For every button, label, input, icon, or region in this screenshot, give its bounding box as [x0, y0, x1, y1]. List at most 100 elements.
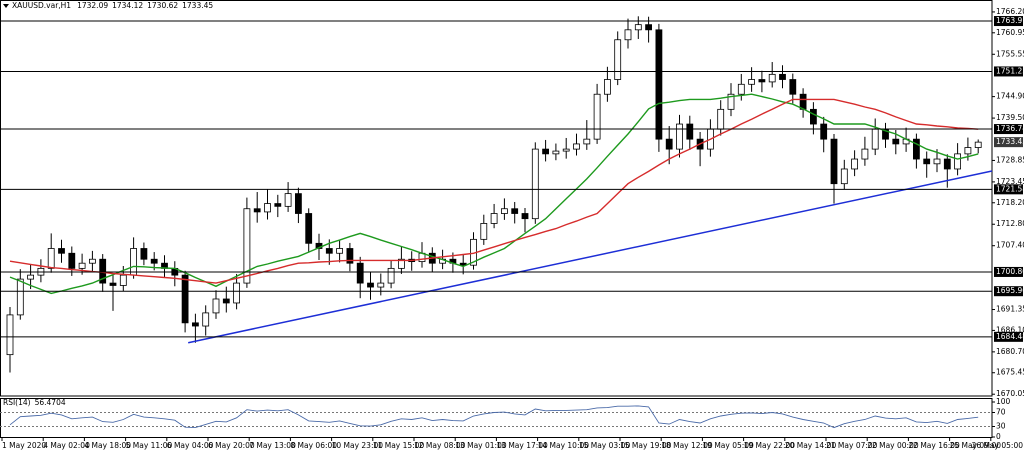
x-tick-label: 20 May 14:00 [785, 441, 837, 450]
level-label-box [994, 16, 1023, 27]
rsi-line [9, 405, 979, 429]
candle-body [202, 312, 210, 327]
x-tick-label: 6 May 20:00 [208, 441, 255, 450]
level-label-box [994, 66, 1023, 77]
level-label: 1763.91 [996, 16, 1024, 25]
y-tick-label: 1670.05 [996, 389, 1024, 398]
candle-body [737, 83, 745, 95]
moving-average-line [9, 93, 979, 295]
candle-body [892, 138, 900, 145]
current-price-label: 1733.45 [996, 137, 1024, 146]
header-open: 1732.09 [77, 1, 108, 10]
header-close: 1733.45 [182, 1, 213, 10]
x-tick-label: 14 May 10:00 [538, 441, 590, 450]
candle-body [573, 143, 580, 150]
y-tick-label: 1691.35 [996, 305, 1024, 314]
candle-body [490, 213, 498, 224]
y-tick-label: 1712.80 [996, 219, 1024, 228]
main-panel-frame [0, 0, 993, 397]
candle-body [840, 168, 848, 185]
candle-body [542, 148, 549, 155]
candle-body [789, 79, 797, 95]
x-tick-label: 11 May 15:00 [373, 441, 425, 450]
x-tick-label: 5 May 11:00 [126, 441, 173, 450]
rsi-tick-label: 0 [996, 432, 1001, 441]
candle-body [233, 282, 241, 304]
candle-body [552, 150, 560, 155]
candle-body [593, 93, 601, 140]
y-tick-label: 1744.90 [996, 92, 1024, 101]
rsi-tick-label: 70 [996, 408, 1006, 417]
candle-body [511, 208, 519, 214]
level-label: 1736.74 [996, 124, 1024, 133]
dropdown-icon [3, 4, 9, 8]
trendline [188, 170, 993, 344]
header-low: 1730.62 [147, 1, 178, 10]
candle-body [27, 274, 35, 280]
y-tick-label: 1723.45 [996, 177, 1024, 186]
candle-body [686, 123, 694, 140]
y-tick-label: 1739.50 [996, 113, 1024, 122]
candle-body [346, 248, 354, 264]
x-tick-label: 15 May 19:00 [620, 441, 672, 450]
y-tick-label: 1675.45 [996, 368, 1024, 377]
candle-body [284, 193, 292, 207]
x-tick-label: 6 May 04:00 [167, 441, 214, 450]
current-price-box [994, 137, 1023, 148]
candle-body [119, 274, 127, 286]
candle-body [830, 138, 838, 185]
x-tick-label: 4 May 02:00 [43, 441, 90, 450]
candle-body [325, 248, 333, 254]
candle-body [521, 213, 529, 220]
candle-body [665, 138, 673, 150]
y-tick-label: 1707.40 [996, 241, 1024, 250]
y-tick-label: 1680.70 [996, 347, 1024, 356]
level-label: 1684.48 [996, 332, 1024, 341]
candle-body [562, 148, 570, 152]
candle-body [614, 39, 622, 80]
candle-body [531, 148, 539, 220]
x-tick-label: 1 May 2020 [2, 441, 46, 450]
x-tick-label: 19 May 05:00 [702, 441, 754, 450]
plot-area [6, 16, 993, 373]
candle-body [676, 123, 683, 150]
x-tick-label: 13 May 17:00 [496, 441, 548, 450]
candle-body [47, 248, 55, 269]
candle-body [727, 93, 735, 110]
rsi-tick-label: 100 [996, 397, 1011, 406]
candle-body [367, 282, 374, 288]
y-tick-label: 1755.55 [996, 49, 1024, 58]
candle-body [500, 208, 508, 214]
candle-body [68, 252, 76, 269]
level-label-box [994, 331, 1023, 342]
candle-body [130, 248, 138, 276]
candle-body [810, 108, 817, 125]
candle-body [191, 322, 199, 327]
candle-body [583, 138, 591, 145]
symbol: XAUUSD.var,H1 [12, 1, 71, 10]
candle-body [109, 282, 117, 286]
candle-body [974, 141, 982, 148]
level-label: 1695.96 [996, 286, 1024, 295]
rsi-header: RSI(14) 56.4704 [3, 398, 66, 407]
x-tick-label: 18 May 12:00 [661, 441, 713, 450]
x-tick-label: 21 May 07:00 [826, 441, 878, 450]
candle-body [150, 258, 158, 264]
x-tick-label: 22 May 00:00 [867, 441, 919, 450]
y-tick-label: 1760.95 [996, 28, 1024, 37]
level-label-box [994, 124, 1023, 135]
candle-body [16, 278, 24, 316]
candle-body [89, 258, 96, 264]
candle-body [253, 208, 261, 213]
level-label: 1721.58 [996, 184, 1024, 193]
x-tick-label: 15 May 03:00 [579, 441, 631, 450]
candle-body [387, 267, 395, 284]
candle-body [933, 158, 941, 165]
candle-body [758, 79, 766, 83]
candle-body [6, 314, 14, 356]
candle-body [212, 298, 220, 314]
chart-header: XAUUSD.var,H1 1732.09 1734.12 1730.62 1733.4… [12, 1, 213, 10]
